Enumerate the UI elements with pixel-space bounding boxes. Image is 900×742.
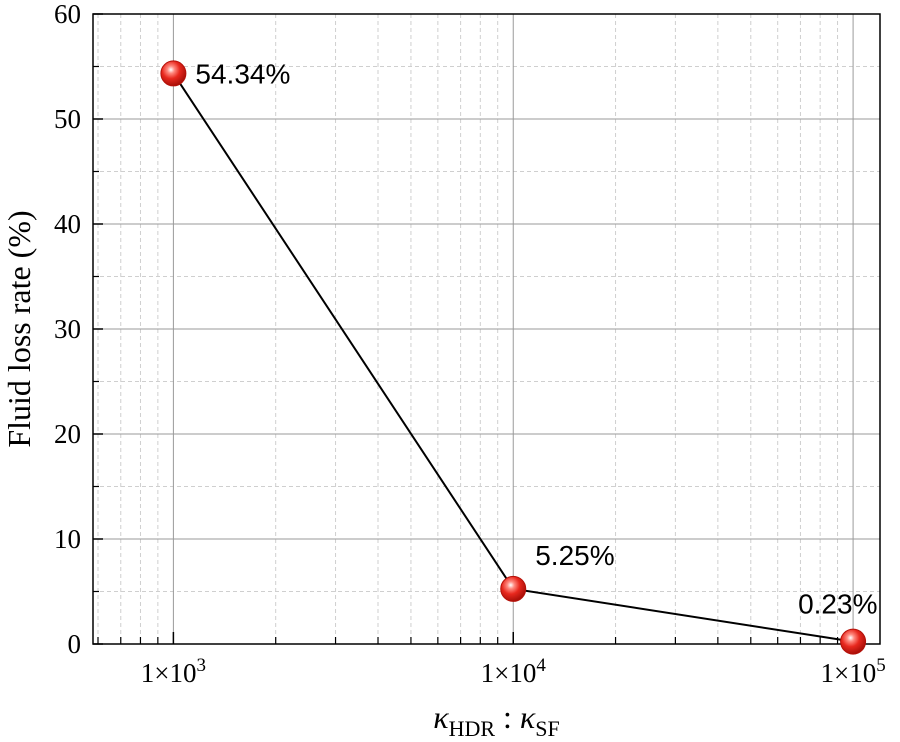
y-tick-label: 0 xyxy=(68,629,82,659)
x-axis-separator: : xyxy=(495,699,520,735)
y-tick-labels: 0 10 20 30 40 50 60 xyxy=(54,0,81,659)
data-point xyxy=(840,628,867,655)
x-tick-label: 1×103 xyxy=(141,655,206,688)
y-tick-label: 10 xyxy=(54,524,81,554)
y-tick-label: 20 xyxy=(54,419,81,449)
x-axis-kappa-2: κ xyxy=(520,699,536,735)
data-label: 54.34% xyxy=(195,58,290,89)
data-label: 5.25% xyxy=(535,540,614,571)
data-points xyxy=(160,60,867,655)
y-tick-label: 50 xyxy=(54,104,81,134)
x-axis-sub-sf: SF xyxy=(535,716,559,741)
data-label: 0.23% xyxy=(798,589,877,620)
y-tick-label: 40 xyxy=(54,209,81,239)
data-point xyxy=(500,575,527,602)
data-point xyxy=(160,60,187,87)
y-tick-label: 30 xyxy=(54,314,81,344)
y-axis-title: Fluid loss rate (%) xyxy=(1,210,37,447)
x-axis-kappa-1: κ xyxy=(433,699,449,735)
axis-ticks xyxy=(93,13,854,645)
x-tick-label: 1×104 xyxy=(481,655,547,688)
x-axis-sub-hdr: HDR xyxy=(449,716,496,741)
x-tick-labels: 1×103 1×104 1×105 xyxy=(141,655,886,688)
major-grid xyxy=(93,14,880,644)
x-tick-label: 1×105 xyxy=(820,655,885,688)
x-axis-title: κHDR : κSF xyxy=(433,699,560,741)
y-tick-label: 60 xyxy=(54,0,81,29)
data-labels: 54.34% 5.25% 0.23% xyxy=(195,58,877,619)
